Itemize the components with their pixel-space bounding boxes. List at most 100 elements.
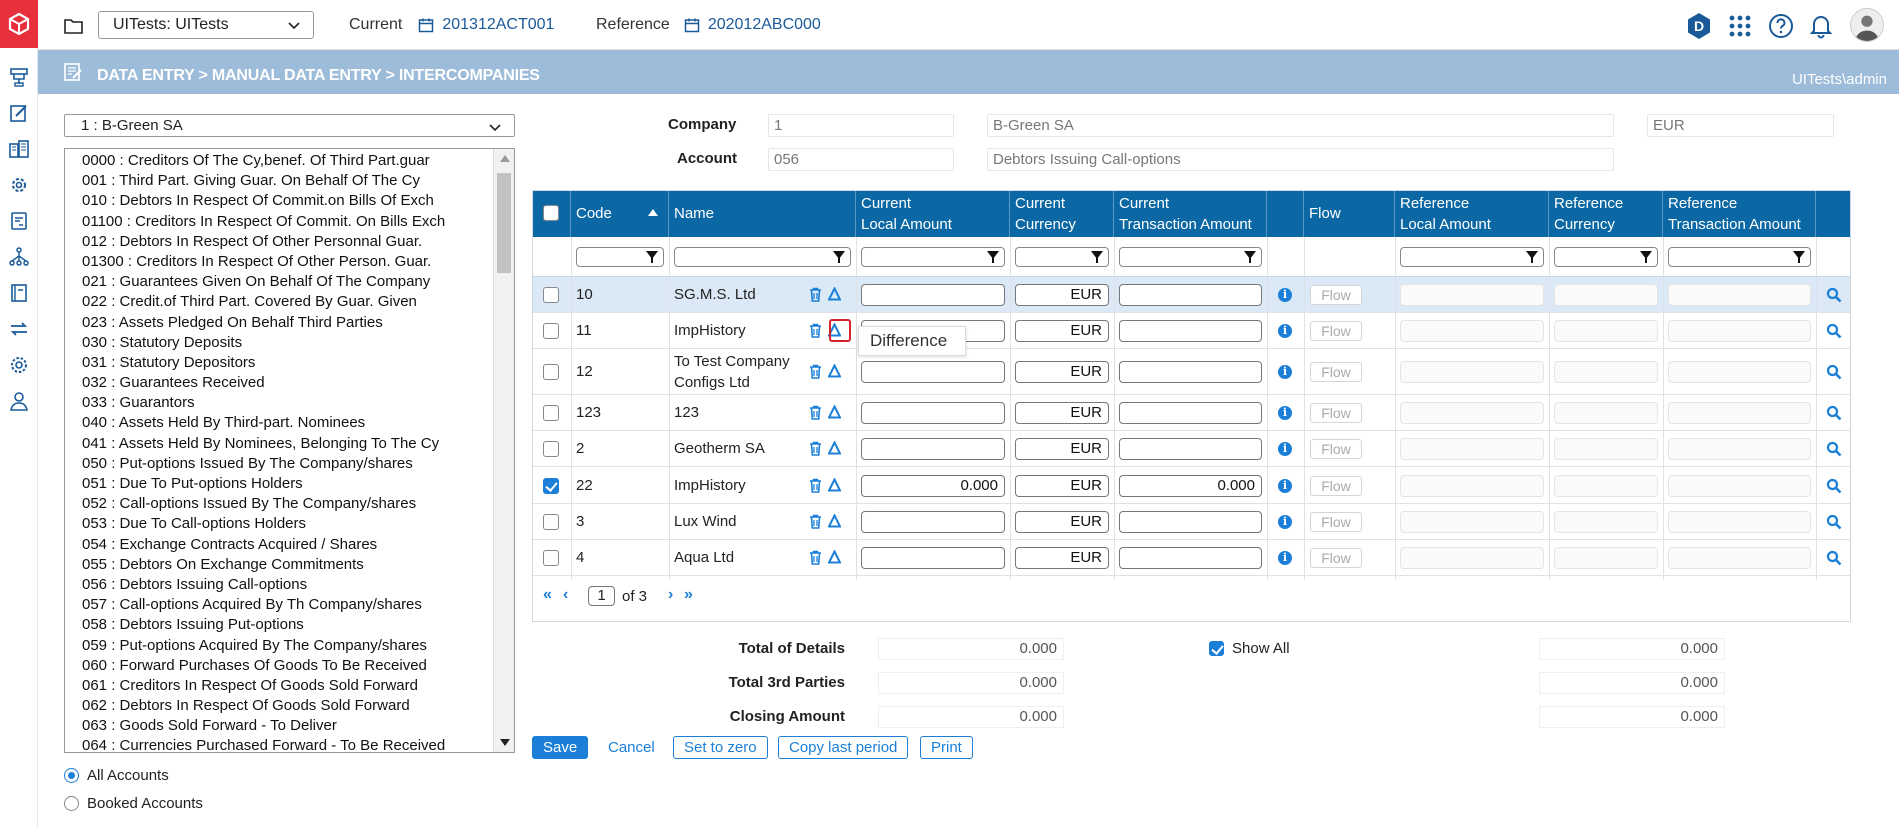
filter-icon[interactable] [646, 251, 658, 263]
row-checkbox[interactable] [543, 323, 559, 339]
current-period-value[interactable]: 201312ACT001 [442, 16, 555, 33]
reports-icon[interactable] [6, 208, 32, 234]
header-flow[interactable]: Flow [1304, 191, 1395, 237]
header-current-local[interactable]: Current Local Amount [856, 191, 1010, 237]
last-page-icon[interactable]: » [684, 586, 693, 603]
account-list[interactable]: 0000 : Creditors Of The Cy,benef. Of Thi… [64, 148, 515, 753]
radio-unselected-icon[interactable] [64, 796, 79, 811]
account-list-item[interactable]: 032 : Guarantees Received [82, 374, 265, 392]
calendar-icon[interactable] [684, 17, 700, 33]
help-icon[interactable] [1767, 12, 1795, 40]
difference-icon[interactable] [827, 513, 844, 530]
difference-icon[interactable] [827, 286, 844, 303]
first-page-icon[interactable]: « [543, 586, 552, 603]
table-row[interactable]: 3 Lux Wind EUR i Flow [533, 504, 1850, 540]
account-list-item[interactable]: 01100 : Creditors In Respect Of Commit. … [82, 212, 446, 230]
current-local-amount-input[interactable] [861, 547, 1005, 569]
current-currency-filter[interactable] [1015, 247, 1109, 267]
workspace-select[interactable]: UITests: UITests [98, 11, 314, 39]
copy-last-period-button[interactable]: Copy last period [778, 736, 909, 759]
checkbox-checked-icon[interactable] [1209, 641, 1224, 656]
account-list-item[interactable]: 063 : Goods Sold Forward - To Deliver [82, 717, 337, 735]
difference-icon[interactable] [827, 440, 844, 457]
current-transaction-amount-input[interactable] [1119, 402, 1262, 424]
difference-icon[interactable] [827, 549, 844, 566]
account-list-item[interactable]: 059 : Put-options Acquired By The Compan… [82, 636, 427, 654]
header-reference-local[interactable]: Reference Local Amount [1395, 191, 1549, 237]
filter-icon[interactable] [1244, 251, 1256, 263]
current-currency-input[interactable]: EUR [1015, 511, 1109, 533]
app-logo-icon[interactable] [0, 0, 38, 48]
settings-icon[interactable] [6, 352, 32, 378]
current-local-amount-input[interactable] [861, 402, 1005, 424]
current-currency-input[interactable]: EUR [1015, 361, 1109, 383]
set-to-zero-button[interactable]: Set to zero [673, 736, 768, 759]
table-row[interactable]: 10 SG.M.S. Ltd EUR i Flow [533, 277, 1850, 313]
book-icon[interactable] [6, 280, 32, 306]
transfer-icon[interactable] [6, 316, 32, 342]
search-icon[interactable] [1826, 514, 1842, 530]
scroll-thumb[interactable] [497, 173, 511, 273]
filter-icon[interactable] [987, 251, 999, 263]
account-list-item[interactable]: 050 : Put-options Issued By The Company/… [82, 454, 413, 472]
info-icon[interactable]: i [1278, 479, 1292, 493]
row-checkbox[interactable] [543, 364, 559, 380]
data-entry-icon[interactable] [6, 100, 32, 126]
name-filter[interactable] [674, 247, 851, 267]
current-transaction-amount-input[interactable] [1119, 511, 1262, 533]
delete-icon[interactable] [809, 364, 825, 380]
account-list-item[interactable]: 012 : Debtors In Respect Of Other Person… [82, 232, 423, 250]
search-icon[interactable] [1826, 550, 1842, 566]
difference-icon[interactable] [827, 477, 844, 494]
row-checkbox[interactable] [543, 514, 559, 530]
filter-icon[interactable] [1793, 251, 1805, 263]
table-row[interactable]: 12 To Test Company Configs Ltd EUR i Flow [533, 349, 1850, 395]
row-checkbox[interactable] [543, 287, 559, 303]
reference-period-value[interactable]: 202012ABC000 [707, 16, 821, 33]
delete-icon[interactable] [809, 514, 825, 530]
table-row[interactable]: 22 ImpHistory 0.000 EUR 0.000 i Flow [533, 467, 1850, 504]
info-icon[interactable]: i [1278, 442, 1292, 456]
info-icon[interactable]: i [1278, 406, 1292, 420]
delete-icon[interactable] [809, 323, 825, 339]
reference-local-filter[interactable] [1400, 247, 1544, 267]
current-currency-input[interactable]: EUR [1015, 547, 1109, 569]
scrollbar[interactable] [493, 149, 514, 752]
row-checkbox[interactable] [543, 441, 559, 457]
table-row[interactable]: 11 ImpHistory EUR i Flow [533, 313, 1850, 349]
filter-icon[interactable] [1091, 251, 1103, 263]
account-list-item[interactable]: 058 : Debtors Issuing Put-options [82, 616, 304, 634]
row-checkbox[interactable] [543, 405, 559, 421]
current-transaction-amount-input[interactable] [1119, 547, 1262, 569]
booked-accounts-radio[interactable]: Booked Accounts [64, 795, 203, 812]
info-icon[interactable]: i [1278, 288, 1292, 302]
current-transaction-amount-input[interactable]: 0.000 [1119, 475, 1262, 497]
current-local-amount-input[interactable] [861, 438, 1005, 460]
search-icon[interactable] [1826, 441, 1842, 457]
current-local-amount-input[interactable] [861, 361, 1005, 383]
apps-grid-icon[interactable] [1726, 12, 1754, 40]
folder-icon[interactable] [60, 12, 88, 40]
account-list-item[interactable]: 055 : Debtors On Exchange Commitments [82, 555, 364, 573]
current-local-amount-input[interactable] [861, 284, 1005, 306]
sort-asc-icon[interactable] [648, 209, 658, 216]
scroll-down-icon[interactable] [500, 739, 510, 746]
current-currency-input[interactable]: EUR [1015, 475, 1109, 497]
processing-gear-icon[interactable] [6, 172, 32, 198]
info-icon[interactable]: i [1278, 324, 1292, 338]
header-current-currency[interactable]: Current Currency [1010, 191, 1114, 237]
current-currency-input[interactable]: EUR [1015, 284, 1109, 306]
account-list-item[interactable]: 056 : Debtors Issuing Call-options [82, 575, 308, 593]
workflow-icon[interactable] [6, 64, 32, 90]
all-accounts-radio[interactable]: All Accounts [64, 767, 169, 784]
info-icon[interactable]: i [1278, 515, 1292, 529]
reference-currency-filter[interactable] [1554, 247, 1658, 267]
current-currency-input[interactable]: EUR [1015, 402, 1109, 424]
delete-icon[interactable] [809, 441, 825, 457]
search-icon[interactable] [1826, 405, 1842, 421]
user-badge-icon[interactable]: D [1685, 12, 1713, 40]
account-list-item[interactable]: 057 : Call-options Acquired By Th Compan… [82, 596, 422, 614]
account-list-item[interactable]: 040 : Assets Held By Third-part. Nominee… [82, 414, 366, 432]
current-transaction-amount-input[interactable] [1119, 284, 1262, 306]
structure-icon[interactable] [6, 244, 32, 270]
